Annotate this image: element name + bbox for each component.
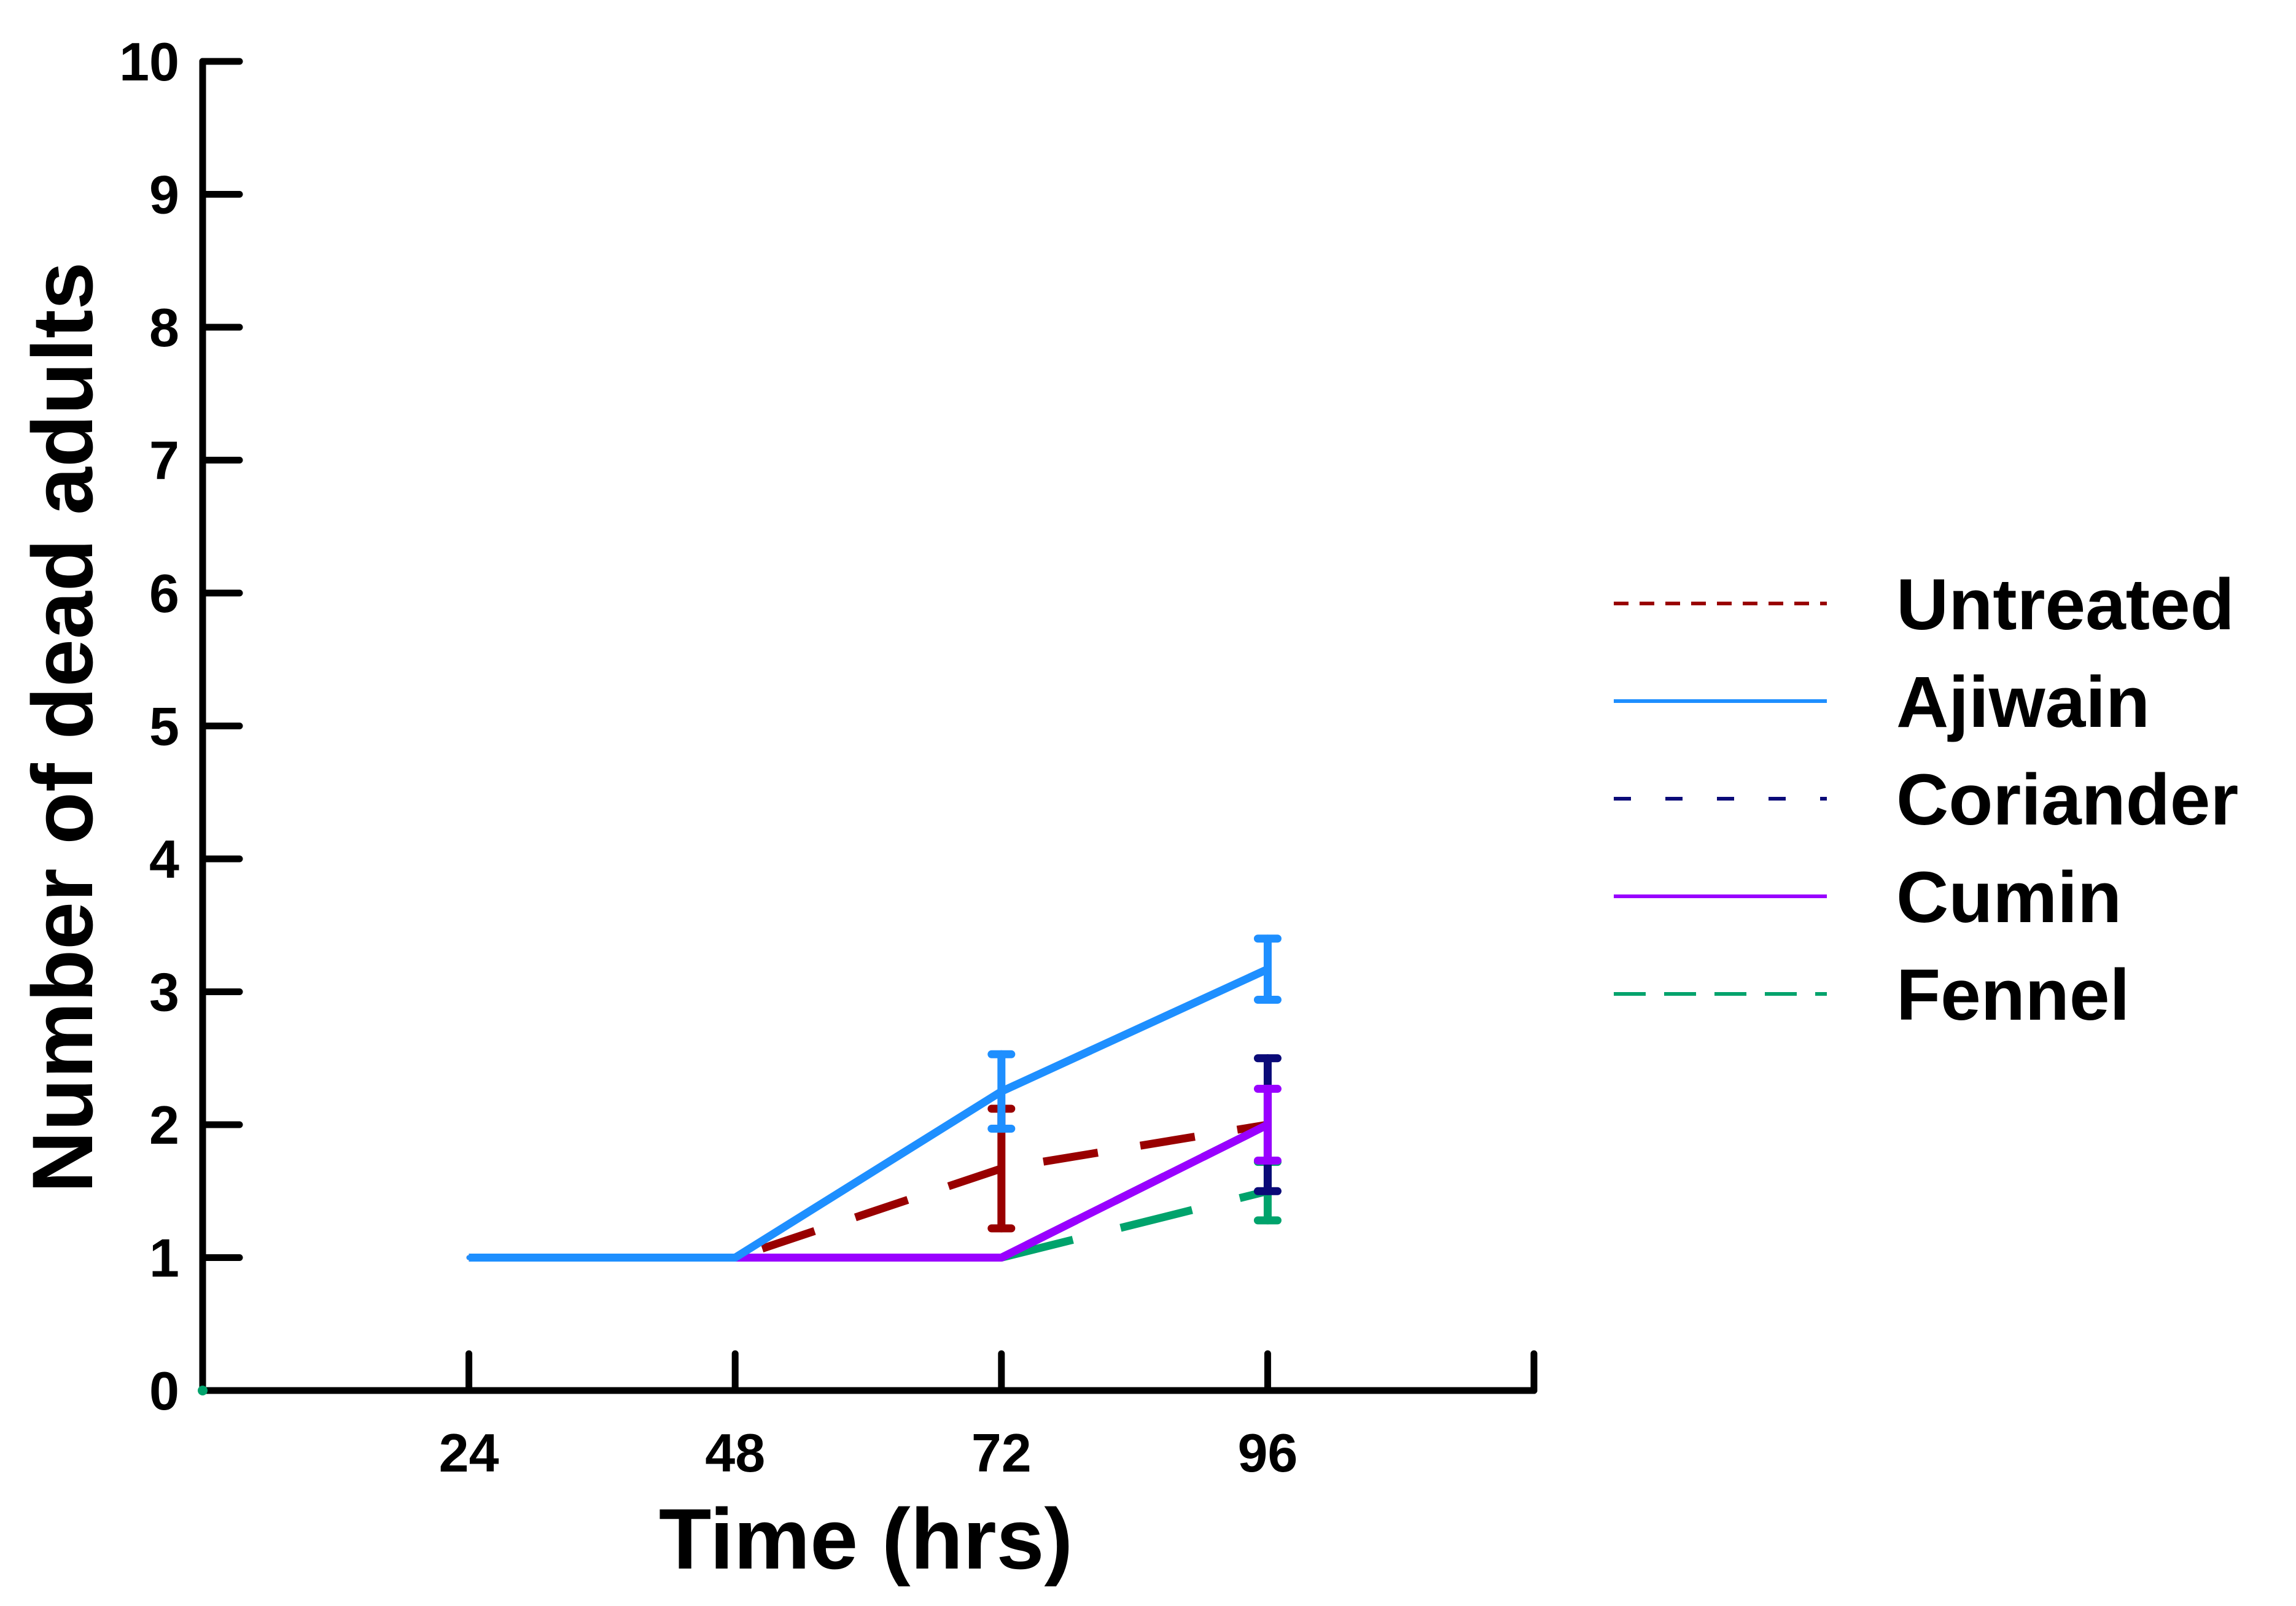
- legend-label-cumin: Cumin: [1896, 857, 2122, 938]
- legend-label-fennel: Fennel: [1896, 955, 2130, 1036]
- y-tick-label: 2: [149, 1095, 179, 1155]
- data-point-ajiwain: [733, 1255, 738, 1260]
- y-tick-label: 10: [119, 31, 179, 92]
- legend-label-ajiwain: Ajiwain: [1896, 662, 2150, 743]
- origin-marker: [198, 1386, 208, 1395]
- y-tick-label: 6: [149, 563, 179, 624]
- y-tick-label: 0: [149, 1360, 179, 1421]
- y-tick-label: 3: [149, 962, 179, 1023]
- axes: 0 1 2 3 4 5 6 7 8 9 10 24 48 72 96: [119, 31, 1538, 1483]
- data-point-ajiwain: [466, 1255, 472, 1260]
- y-tick-label: 1: [149, 1228, 179, 1289]
- x-tick-label: 96: [1237, 1422, 1298, 1483]
- y-tick-label: 9: [149, 165, 179, 225]
- y-tick-label: 5: [149, 696, 179, 757]
- x-axis-title: Time (hrs): [659, 1491, 1073, 1587]
- y-tick-label: 8: [149, 297, 179, 358]
- legend: Untreated Ajiwain Coriander Cumin Fennel: [1614, 564, 2238, 1036]
- x-tick-label: 48: [705, 1422, 765, 1483]
- series-line-fennel: [1000, 1187, 1269, 1262]
- y-axis-title: Number of dead adults: [14, 262, 111, 1193]
- legend-label-coriander: Coriander: [1896, 759, 2238, 840]
- y-tick-label: 7: [149, 430, 179, 491]
- series-line-untreated: [469, 1120, 1269, 1262]
- y-tick-label: 4: [149, 829, 179, 890]
- x-tick-label: 24: [439, 1422, 499, 1483]
- data-point-cumin: [998, 1255, 1004, 1260]
- x-tick-label: 72: [971, 1422, 1032, 1483]
- legend-label-untreated: Untreated: [1896, 564, 2235, 645]
- series-line-ajiwain: [469, 965, 1270, 1262]
- plot-area: [466, 934, 1282, 1262]
